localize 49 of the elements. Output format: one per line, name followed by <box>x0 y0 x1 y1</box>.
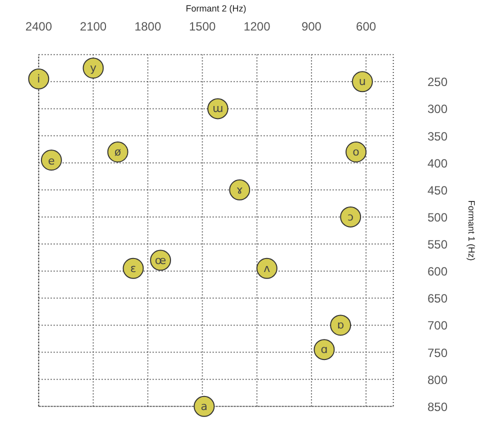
x-tick-label: 1500 <box>189 20 216 34</box>
y-tick-label: 250 <box>428 75 448 90</box>
point <box>28 68 50 90</box>
annotation: ɛ <box>130 262 136 275</box>
annotation: o <box>352 146 360 159</box>
annotation: ɒ <box>337 318 344 332</box>
annotation: ɯ <box>212 102 224 116</box>
annotation: e <box>48 154 56 168</box>
y-tick-label: 600 <box>428 264 448 279</box>
point <box>107 142 128 162</box>
point <box>122 258 144 279</box>
annotation: ʌ <box>264 262 271 275</box>
point <box>40 150 62 171</box>
y-tick-label: 550 <box>428 238 448 252</box>
annotation: ɤ <box>236 183 244 196</box>
point <box>330 314 352 336</box>
x-tick-label: 600 <box>356 20 376 34</box>
y-tick-label: 400 <box>428 156 448 170</box>
point <box>352 71 373 92</box>
y-tick-label: 700 <box>428 318 448 333</box>
x-tick-label: 2100 <box>80 20 107 34</box>
y-tick-label: 800 <box>428 372 448 387</box>
annotation: u <box>358 75 366 88</box>
y-tick-label: 650 <box>428 292 448 306</box>
annotation: œ <box>154 254 166 267</box>
y-tick-label: 500 <box>428 210 448 224</box>
y-tick-label: 350 <box>428 129 448 144</box>
x-tick-label: 1800 <box>134 20 162 34</box>
annotation: y <box>90 62 97 75</box>
y-tick-label: 450 <box>428 183 448 198</box>
annotation: ɔ <box>348 210 354 224</box>
annotation: ɑ <box>320 343 328 356</box>
point <box>256 258 278 279</box>
point <box>229 179 250 200</box>
annotation: a <box>200 400 208 413</box>
point <box>346 142 367 162</box>
annotation: i <box>37 72 40 86</box>
y-axis-title: Formant 1 (Hz) <box>466 200 477 261</box>
point <box>314 339 335 360</box>
x-tick-label: 1200 <box>244 20 271 34</box>
x-tick-label: 2400 <box>25 20 52 34</box>
y-tick-label: 750 <box>428 346 448 360</box>
point <box>340 206 362 228</box>
annotation: ø <box>114 146 122 159</box>
y-tick-label: 300 <box>428 102 448 116</box>
point <box>194 396 215 417</box>
y-tick-label: 850 <box>428 400 448 414</box>
x-axis-title: Formant 2 (Hz) <box>186 4 246 14</box>
x-tick-label: 900 <box>301 20 322 34</box>
